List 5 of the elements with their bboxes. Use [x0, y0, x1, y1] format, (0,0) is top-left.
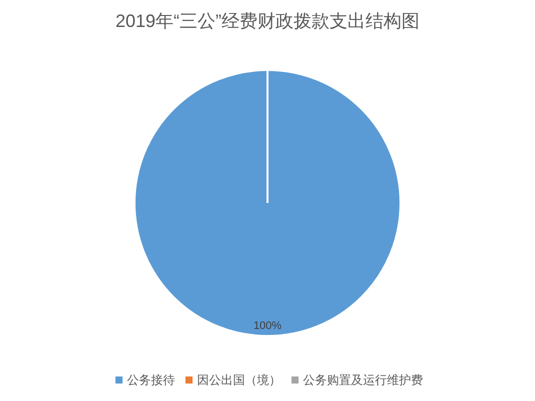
- legend-label: 公务接待: [127, 373, 175, 387]
- legend-label: 因公出国（境）: [197, 373, 281, 387]
- data-label: 100%: [253, 320, 282, 332]
- chart-title: 2019年“三公”经费财政拨款支出结构图: [115, 11, 420, 31]
- legend-label: 公务购置及运行维护费: [303, 373, 423, 387]
